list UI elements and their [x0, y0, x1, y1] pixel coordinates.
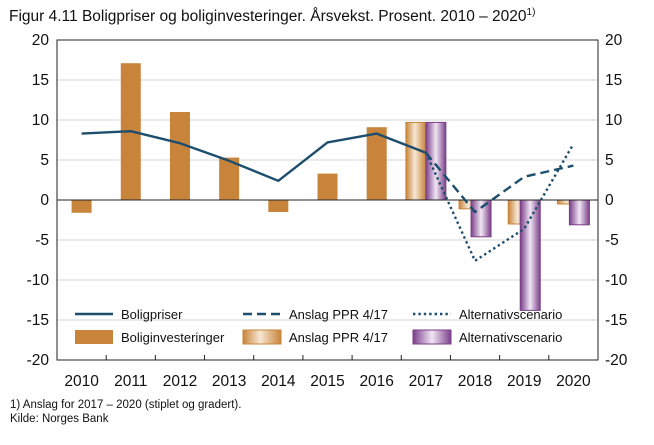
x-tick-label: 2017	[409, 373, 443, 390]
bar-alternativscenario	[470, 199, 492, 238]
y-tick-label-right: 5	[605, 152, 614, 169]
x-tick-label: 2020	[556, 373, 591, 390]
y-tick-label-left: -20	[27, 352, 50, 369]
y-tick-label-right: 20	[605, 32, 623, 49]
y-tick-label-right: 10	[605, 112, 623, 129]
line-dashed	[424, 152, 574, 214]
bar-alternativscenario	[568, 199, 590, 226]
y-axis-ticks: 20 20 15 15 10 10 5 5 0 0 -5 -5 -10 -10 -15 -15 -20 -20	[27, 32, 628, 369]
x-tick-label: 2010	[64, 373, 99, 390]
bar-boliginvesteringer	[71, 200, 92, 213]
legend-label: Anslag PPR 4/17	[289, 330, 388, 345]
x-tick-label: 2011	[114, 373, 147, 390]
y-tick-label-left: 0	[40, 192, 49, 209]
lines	[81, 129, 575, 262]
x-tick-label: 2018	[458, 373, 492, 390]
x-tick-label: 2019	[507, 373, 541, 390]
y-tick-label-left: 20	[32, 32, 50, 49]
bar-boliginvesteringer	[219, 157, 240, 200]
bar-anslag-ppr	[405, 121, 427, 201]
legend-label: Boligpriser	[121, 307, 183, 322]
bar-boliginvesteringer	[169, 112, 190, 200]
legend-label: Alternativscenario	[459, 330, 562, 345]
y-tick-label-right: -20	[605, 352, 628, 369]
gridlines	[57, 79, 598, 321]
legend-label: Alternativscenario	[459, 307, 562, 322]
bar-boliginvesteringer	[366, 127, 387, 200]
bar-boliginvesteringer	[317, 173, 338, 200]
y-tick-label-right: -10	[605, 272, 628, 289]
x-tick-label: 2012	[163, 373, 197, 390]
legend-label: Boliginvesteringer	[121, 330, 225, 345]
legend-bar-swatch	[75, 330, 113, 344]
chart-title-text: Figur 4.11 Boligpriser og boliginvesteri…	[9, 8, 527, 25]
y-tick-label-left: 10	[32, 112, 50, 129]
y-tick-label-left: -15	[27, 312, 49, 329]
chart-title: Figur 4.11 Boligpriser og boliginvesteri…	[9, 7, 535, 25]
y-tick-label-right: 15	[605, 72, 622, 89]
bars	[71, 63, 590, 311]
y-tick-label-left: -5	[35, 232, 49, 249]
x-tick-label: 2015	[310, 373, 344, 390]
bar-boliginvesteringer	[268, 200, 289, 212]
legend-bar-swatch	[242, 329, 282, 345]
x-tick-label: 2013	[212, 373, 246, 390]
y-tick-label-left: -10	[27, 272, 50, 289]
y-tick-label-right: -15	[605, 312, 627, 329]
footnote-estimates: 1) Anslag for 2017 – 2020 (stiplet og gr…	[10, 399, 242, 411]
line-solid	[81, 129, 427, 183]
y-tick-label-right: 0	[605, 192, 614, 209]
plot-frame	[56, 39, 599, 361]
x-axis-ticks: 2010 2011 2012 2013 2014 2015 2016 2017 2018 2019…	[64, 355, 591, 390]
legend-bar-swatch	[412, 329, 452, 345]
x-tick-label: 2014	[261, 373, 296, 390]
y-tick-label-left: 15	[32, 72, 49, 89]
y-tick-label-right: -5	[605, 232, 619, 249]
legend-label: Anslag PPR 4/17	[289, 307, 388, 322]
y-tick-label-left: 5	[40, 152, 49, 169]
x-tick-label: 2016	[359, 373, 393, 390]
legend: Boligpriser Anslag PPR 4/17 Alternativscen…	[75, 307, 562, 345]
footnote-source: Kilde: Norges Bank	[10, 413, 109, 425]
line-dotted	[424, 143, 575, 262]
chart-title-footnote-marker: 1)	[527, 7, 536, 18]
